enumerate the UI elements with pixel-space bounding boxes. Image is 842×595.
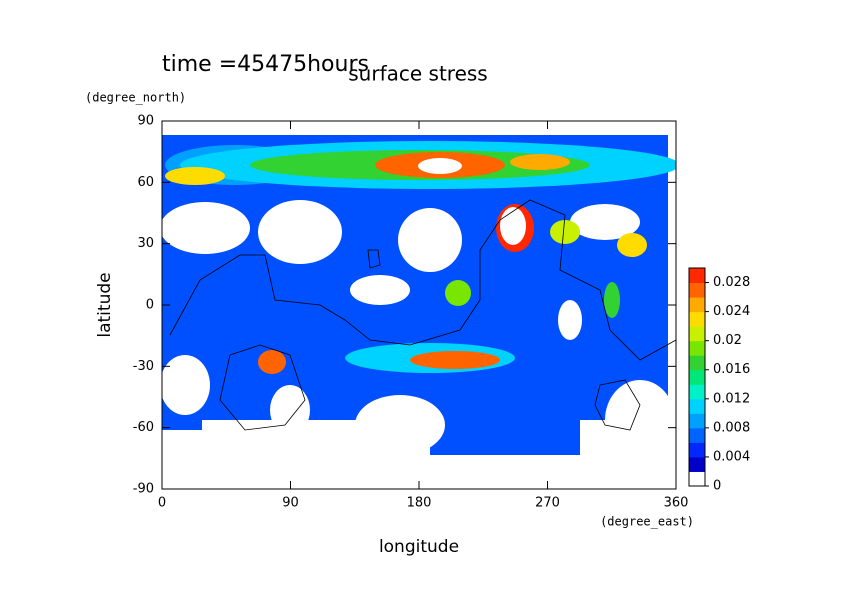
colorbar-tick-label: 0.016 <box>713 362 750 377</box>
colorbar-level <box>689 427 705 443</box>
colorbar-tick-label: 0.012 <box>713 391 750 406</box>
colorbar-level <box>689 297 705 313</box>
x-units: (degree_east) <box>600 515 694 529</box>
colorbar-level <box>689 384 705 400</box>
colorbar-level <box>689 268 705 284</box>
chart-title: surface stress <box>348 62 487 86</box>
annotation: time =45475hours <box>162 52 369 77</box>
colorbar-frame <box>688 267 706 487</box>
y-tick-label: 0 <box>146 298 154 313</box>
x-tick-label: 360 <box>664 496 689 511</box>
colorbar-level <box>689 340 705 356</box>
colorbar-level <box>689 442 705 458</box>
colorbar-level <box>689 311 705 327</box>
y-tick-label: -30 <box>133 359 154 374</box>
colorbar-level <box>689 413 705 429</box>
colorbar-level <box>689 282 705 298</box>
colorbar-tick-label: 0.004 <box>713 449 750 464</box>
x-tick-label: 90 <box>282 496 299 511</box>
colorbar-level <box>689 456 705 472</box>
x-tick-label: 270 <box>535 496 560 511</box>
colorbar-level <box>689 326 705 342</box>
colorbar-tick-label: 0.028 <box>713 275 750 290</box>
y-axis-label: latitude <box>95 272 115 337</box>
colorbar-level <box>689 369 705 385</box>
y-tick-label: 60 <box>137 175 154 190</box>
y-units: (degree_north) <box>85 91 186 105</box>
x-tick-label: 0 <box>158 496 166 511</box>
contour-field <box>162 135 676 460</box>
y-tick-label: -90 <box>133 482 154 497</box>
y-tick-label: 30 <box>137 236 154 251</box>
x-tick-label: 180 <box>407 496 432 511</box>
y-tick-label: 90 <box>137 114 154 129</box>
colorbar-level <box>689 398 705 414</box>
colorbar-level <box>689 355 705 371</box>
colorbar-level <box>689 471 705 487</box>
colorbar-tick-label: 0.024 <box>713 304 750 319</box>
colorbar-tick-label: 0.02 <box>713 333 742 348</box>
x-axis-label: longitude <box>379 537 459 557</box>
y-tick-label: -60 <box>133 420 154 435</box>
colorbar-tick-label: 0 <box>713 479 721 494</box>
colorbar-tick-label: 0.008 <box>713 420 750 435</box>
